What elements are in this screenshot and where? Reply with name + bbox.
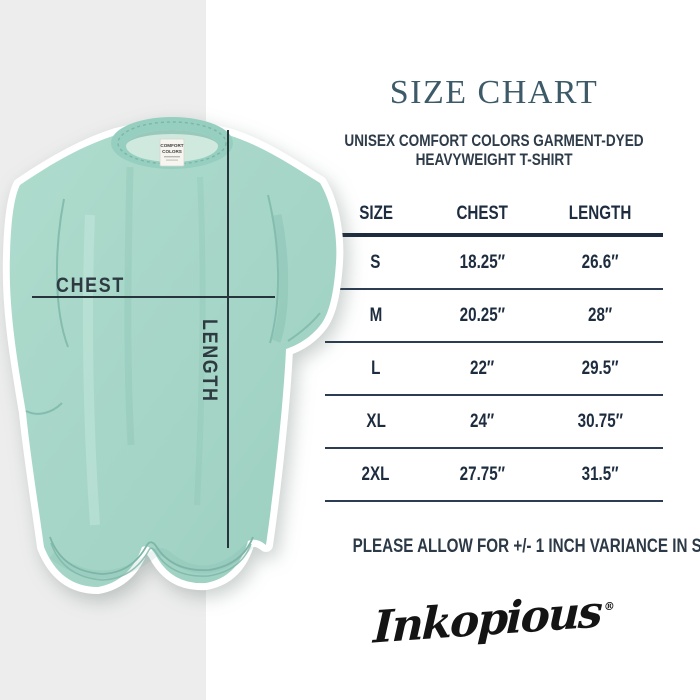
cell-length: 31.5″ (582, 463, 619, 485)
sleeve-cuff-seam-right (287, 312, 321, 342)
cell-length: 26.6″ (582, 251, 619, 273)
table-row-s: S 18.25″ 26.6″ (325, 237, 663, 290)
column-header-length: LENGTH (569, 202, 632, 224)
cell-chest: 18.25″ (459, 251, 505, 273)
cell-chest: 27.75″ (459, 463, 505, 485)
size-table: SIZE CHEST LENGTH S 18.25″ 26.6″ M 20.25… (325, 194, 663, 502)
cell-size: S (370, 251, 381, 273)
size-table-header: SIZE CHEST LENGTH (325, 194, 663, 233)
table-row-l: L 22″ 29.5″ (325, 343, 663, 396)
cell-length: 30.75″ (577, 410, 624, 432)
length-label: LENGTH (198, 319, 221, 403)
cell-length: 29.5″ (582, 357, 619, 379)
sleeve-cuff-seam-left (25, 402, 63, 415)
cell-size: 2XL (361, 463, 390, 485)
sleeve-shadow (271, 214, 289, 343)
size-table-body: S 18.25″ 26.6″ M 20.25″ 28″ L 22″ 29.5″ … (325, 233, 663, 502)
subtitle-line-2: HEAVYWEIGHT T-SHIRT (415, 150, 573, 169)
fabric-fold (124, 166, 135, 446)
length-measure-line (227, 130, 229, 548)
fabric-fold (194, 176, 206, 506)
table-row-xl: XL 24″ 30.75″ (325, 396, 663, 449)
cell-size: L (371, 357, 381, 379)
armhole-seam-right (267, 194, 280, 344)
brand-logo-text: Inkopious (372, 586, 602, 654)
registered-trademark-icon: ® (603, 599, 616, 614)
table-row-2xl: 2XL 27.75″ 31.5″ (325, 449, 663, 502)
size-chart-title: SIZE CHART (389, 74, 599, 111)
neck-tag-line-2: COLORS (162, 149, 182, 154)
cell-chest: 22″ (470, 357, 495, 379)
cell-chest: 20.25″ (459, 304, 505, 326)
neck-tag-line-1: COMFORT (160, 143, 183, 148)
collar-inner-shadow (126, 130, 218, 146)
chest-label: CHEST (56, 274, 126, 297)
tshirt-body (2, 121, 344, 594)
chest-measure-line (32, 296, 275, 298)
cell-length: 28″ (588, 304, 613, 326)
cell-size: M (369, 304, 383, 326)
neck-tag: COMFORT COLORS (159, 138, 185, 167)
size-chart-subtitle: UNISEX COMFORT COLORS GARMENT-DYED HEAVY… (306, 131, 682, 169)
armhole-seam-left (55, 198, 69, 348)
fabric-highlight (82, 214, 100, 526)
brand-logo: Inkopious ® (322, 582, 667, 657)
tshirt-photo: COMFORT COLORS (2, 117, 344, 594)
table-row-m: M 20.25″ 28″ (325, 290, 663, 343)
variance-note: PLEASE ALLOW FOR +/- 1 INCH VARIANCE IN … (352, 536, 700, 557)
column-header-size: SIZE (358, 202, 393, 224)
subtitle-line-1: UNISEX COMFORT COLORS GARMENT-DYED (344, 131, 644, 150)
cell-size: XL (365, 410, 386, 432)
hem-stitch (49, 536, 254, 575)
cell-chest: 24″ (470, 410, 495, 432)
column-header-chest: CHEST (456, 202, 508, 224)
hem-stitch (50, 542, 252, 581)
